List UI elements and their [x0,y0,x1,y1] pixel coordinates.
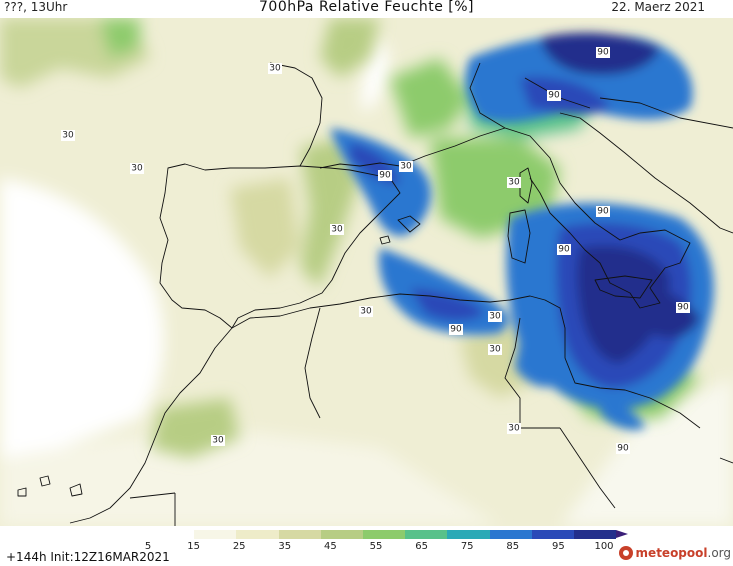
map-footer: 5 15 25 35 45 55 65 75 85 95 100 +144h Init:12Z16M… [0,526,733,566]
colorbar-tick-label: 45 [324,541,337,552]
colorbar-segment [152,530,195,539]
contour-label: 90 [677,303,689,313]
meteopool-logo-icon [618,546,633,560]
moisture-field-light [0,38,733,526]
contour-labels: 30 30 30 30 90 90 90 30 30 90 90 90 30 3… [61,47,690,454]
contour-label: 30 [508,424,520,434]
brand-tld: .org [707,546,732,560]
colorbar-tick-label: 15 [187,541,200,552]
contour-label: 90 [548,91,560,101]
contour-label: 30 [62,131,74,141]
brand-logo[interactable]: meteopool .org [618,546,732,560]
colorbar-tick-label: 25 [232,541,246,552]
forecast-date: 22. Maerz 2021 [611,0,705,14]
colorbar-tick-label: 75 [460,541,474,552]
colorbar-tick-label: 100 [594,541,614,552]
contour-label: 30 [212,436,224,446]
colorbar-segment [447,530,490,539]
colorbar-tick-label: 65 [415,541,428,552]
contour-label: 30 [269,64,281,74]
contour-label: 90 [450,325,462,335]
contour-label: 90 [617,444,629,454]
header-left-label: ???, 13Uhr [4,0,68,14]
contour-label: 30 [331,225,343,235]
colorbar-segment [405,530,448,539]
contour-label: 30 [489,312,501,322]
brand-name: meteopool [635,546,708,560]
colorbar-tick-label: 35 [278,541,292,552]
contour-label: 90 [379,171,391,181]
colorbar-ticks: 5 15 25 35 45 55 65 75 85 95 100 [0,541,733,553]
colorbar-tick-label: 95 [552,541,565,552]
contour-label: 30 [400,162,412,172]
humidity-colorbar [152,530,617,539]
colorbar-segment [362,530,406,539]
colorbar-segment [489,530,532,539]
contour-label: 90 [597,48,609,58]
colorbar-segment [236,530,279,539]
contour-label: 30 [489,345,501,355]
contour-label: 30 [360,307,372,317]
colorbar-tick-label: 85 [506,541,520,552]
run-info: +144h Init:12Z16MAR2021 [6,550,170,564]
colorbar-segment [573,530,617,539]
map-header: ???, 13Uhr 700hPa Relative Feuchte [%] 2… [0,0,733,18]
colorbar-segment [194,530,237,539]
colorbar-extension-arrow [616,530,628,538]
map-title: 700hPa Relative Feuchte [%] [259,0,474,15]
humidity-map: 30 30 30 30 90 90 90 30 30 90 90 90 30 3… [0,18,733,526]
colorbar-tick-label: 55 [369,541,383,552]
contour-label: 90 [558,245,570,255]
contour-label: 30 [131,164,143,174]
contour-label: 30 [508,178,520,188]
coastlines [17,62,733,526]
contour-label: 90 [597,207,609,217]
colorbar-segment [278,530,321,539]
colorbar-tick-label: 5 [144,541,152,552]
colorbar-segment [531,530,574,539]
colorbar-segment [320,530,363,539]
